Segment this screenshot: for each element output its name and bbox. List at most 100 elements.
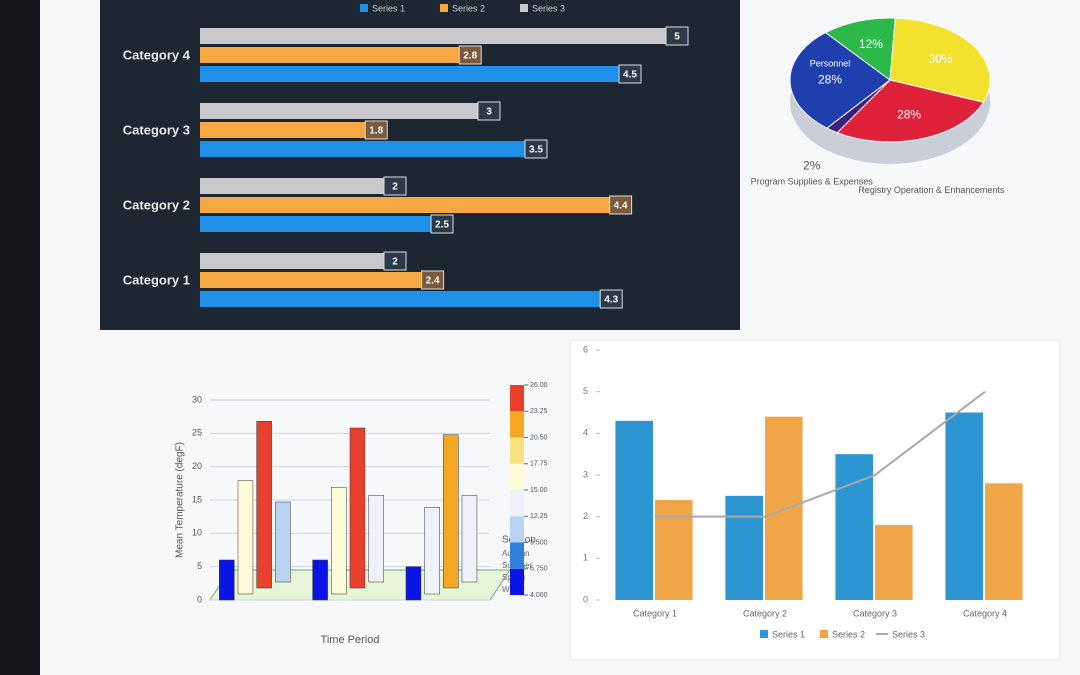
colorbar-segment <box>510 437 524 464</box>
y-tick-label: 5 <box>197 561 202 571</box>
category-label: Program Supplies & Expenses <box>751 177 874 187</box>
y-tick-label: 0 <box>583 594 588 604</box>
data-label-box <box>524 139 548 159</box>
data-label: 4.4 <box>614 201 628 212</box>
slice-label: 12% <box>859 37 883 51</box>
legend-swatch <box>760 630 768 638</box>
colorbar-segment <box>510 463 524 490</box>
colorbar-segment <box>510 542 524 569</box>
data-label-box <box>599 289 623 309</box>
bar <box>200 253 388 269</box>
category-label: Personnel <box>810 59 851 69</box>
colorbar-label: 23.25 <box>530 408 548 415</box>
bar <box>275 501 291 583</box>
data-label: 3.5 <box>529 145 543 156</box>
data-label: 4.5 <box>623 70 637 81</box>
data-label-box <box>477 101 501 121</box>
pie-slice <box>789 32 891 129</box>
bar <box>615 420 653 600</box>
y-tick-label: 30 <box>192 394 202 404</box>
bar <box>200 47 464 63</box>
colorbar-label: 9.500 <box>530 539 548 546</box>
bar <box>200 141 529 157</box>
bar <box>200 197 614 213</box>
legend-label: Series 3 <box>892 629 925 639</box>
bar <box>200 122 370 138</box>
y-tick-label: 10 <box>192 528 202 538</box>
y-tick-label: 6 <box>583 344 588 354</box>
y-tick-label: 3 <box>583 469 588 479</box>
colorbar-label: 4.000 <box>530 592 548 599</box>
bar <box>655 500 693 600</box>
data-label-box <box>383 251 407 271</box>
bar <box>368 495 384 583</box>
y-tick-label: 20 <box>192 461 202 471</box>
data-label: 2 <box>392 182 398 193</box>
data-label: 2.5 <box>435 220 449 231</box>
slice-label: 28% <box>897 107 921 121</box>
category-label: Category 1 <box>123 272 190 287</box>
data-label: 2.4 <box>426 276 440 287</box>
bar <box>945 412 983 600</box>
colorbar-segment <box>510 385 524 412</box>
bar <box>349 427 366 589</box>
data-label-box <box>364 120 388 140</box>
y-tick-label: 15 <box>192 494 202 504</box>
slice-label: 2% <box>803 158 821 172</box>
data-label-box <box>609 195 633 215</box>
colorbar-label: 20.50 <box>530 434 548 441</box>
bar <box>200 103 482 119</box>
data-label-box <box>618 64 642 84</box>
x-tick-label: Category 3 <box>853 608 897 618</box>
data-label: 4.3 <box>604 295 618 306</box>
colorbar-label: 6.750 <box>530 566 548 573</box>
legend-label: Series 2 <box>452 3 485 13</box>
bar <box>200 28 670 44</box>
bar <box>875 525 913 600</box>
legend-label: Series 3 <box>532 3 565 13</box>
data-label-box <box>430 214 454 234</box>
data-label: 3 <box>486 107 492 118</box>
x-tick-label: Category 1 <box>633 608 677 618</box>
slice-label: 28% <box>818 73 842 87</box>
line <box>655 390 986 518</box>
category-label: Category 2 <box>123 197 190 212</box>
pie-slice <box>824 17 896 81</box>
colorbar-segment <box>510 411 524 438</box>
y-tick-label: 25 <box>192 428 202 438</box>
category-label: Category 3 <box>123 122 190 137</box>
legend-swatch <box>520 4 528 12</box>
bar <box>312 559 328 601</box>
bar <box>405 566 422 601</box>
legend-label: Series 1 <box>772 629 805 639</box>
category-label: Registry Operation & Enhancements <box>858 185 1005 195</box>
colorbar-label: 15.00 <box>530 487 548 494</box>
bar <box>200 291 605 307</box>
y-tick-label: 0 <box>197 594 202 604</box>
bar <box>200 272 426 288</box>
pie-slice <box>889 17 991 103</box>
legend-label: Series 1 <box>372 3 405 13</box>
colorbar-segment <box>510 490 524 517</box>
colorbar-segment <box>510 516 524 543</box>
bar <box>237 480 254 595</box>
category-label: Category 4 <box>123 47 191 62</box>
y-tick-label: 4 <box>583 428 588 438</box>
data-label-box <box>458 45 482 65</box>
bar <box>256 421 272 589</box>
y-axis-title: Mean Temperature (degF) <box>175 442 186 558</box>
bar <box>424 507 440 595</box>
bar <box>331 487 347 595</box>
bar <box>985 483 1023 600</box>
legend-swatch <box>820 630 828 638</box>
data-label-box <box>665 26 689 46</box>
bar <box>200 178 388 194</box>
colorbar-segment <box>510 568 524 595</box>
legend-swatch <box>440 4 448 12</box>
y-tick-label: 2 <box>583 511 588 521</box>
legend-swatch <box>360 4 368 12</box>
pie-slice <box>836 79 985 143</box>
bar <box>765 416 803 600</box>
data-label: 2 <box>392 257 398 268</box>
